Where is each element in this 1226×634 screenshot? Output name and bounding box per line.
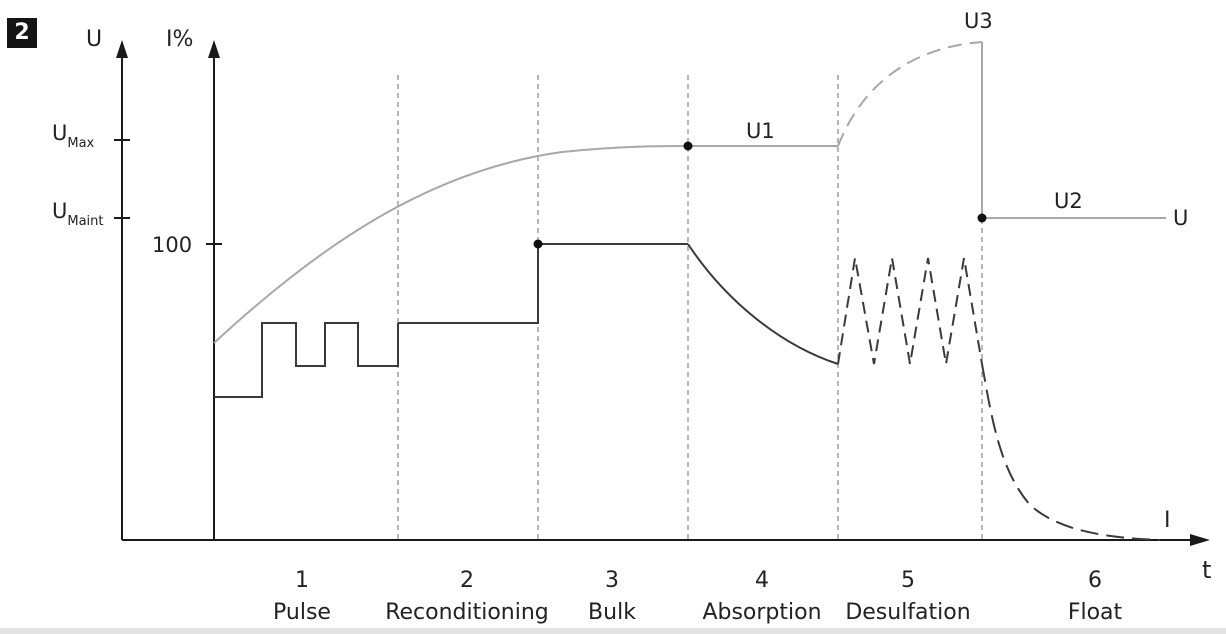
stage-4-name: Absorption bbox=[702, 600, 821, 625]
current-curve bbox=[214, 243, 1161, 541]
stage-6-name: Float bbox=[1068, 600, 1123, 625]
voltage-rise bbox=[213, 145, 689, 344]
u-max-sub: Max bbox=[67, 136, 94, 151]
current-absorption bbox=[687, 243, 839, 365]
marker-dot bbox=[683, 141, 693, 151]
axes bbox=[114, 40, 1210, 546]
u-max-label: UMax bbox=[52, 121, 95, 151]
time-axis-arrow bbox=[1190, 534, 1210, 546]
stage-3-number: 3 bbox=[605, 568, 619, 593]
figure-number-badge: 2 bbox=[7, 18, 37, 48]
stage-3-name: Bulk bbox=[588, 600, 636, 625]
stage-6-number: 6 bbox=[1088, 568, 1102, 593]
u3-label: U3 bbox=[964, 9, 993, 33]
voltage-end-label: U bbox=[1173, 206, 1188, 230]
current-desulfation-zigzag bbox=[837, 257, 983, 365]
stage-5-number: 5 bbox=[901, 568, 915, 593]
stage-1-name: Pulse bbox=[273, 600, 331, 625]
i-axis-label: I% bbox=[166, 27, 193, 52]
markers bbox=[533, 141, 987, 249]
current-pulse bbox=[214, 322, 399, 398]
stage-5-name: Desulfation bbox=[845, 600, 970, 625]
stage-dividers bbox=[397, 75, 983, 540]
u1-label: U1 bbox=[746, 119, 775, 143]
current-reconditioning bbox=[398, 244, 539, 324]
u2-label: U2 bbox=[1054, 189, 1083, 213]
stage-2-name: Reconditioning bbox=[385, 600, 549, 625]
marker-dot bbox=[977, 213, 987, 223]
voltage-curve bbox=[213, 41, 1166, 344]
stage-2-number: 2 bbox=[460, 568, 474, 593]
marker-dot bbox=[533, 239, 543, 249]
stage-4-number: 4 bbox=[755, 568, 769, 593]
u-maint-sub: Maint bbox=[67, 214, 103, 229]
u-axis-arrow bbox=[116, 40, 128, 58]
u-axis-label: U bbox=[86, 27, 102, 52]
bottom-border bbox=[0, 628, 1226, 634]
u-max-main: U bbox=[52, 121, 67, 145]
current-end-label: I bbox=[1164, 508, 1171, 533]
stage-1-number: 1 bbox=[295, 568, 309, 593]
current-float-decay bbox=[981, 363, 1161, 541]
i-axis-arrow bbox=[208, 40, 220, 58]
u-maint-label: UMaint bbox=[52, 199, 104, 229]
voltage-desulfation-rise bbox=[837, 41, 983, 147]
time-axis-label: t bbox=[1202, 556, 1211, 584]
u-maint-main: U bbox=[52, 199, 67, 223]
stage-labels: 1 Pulse 2 Reconditioning 3 Bulk 4 Absorp… bbox=[273, 568, 1123, 625]
current-100-label: 100 bbox=[152, 233, 192, 257]
